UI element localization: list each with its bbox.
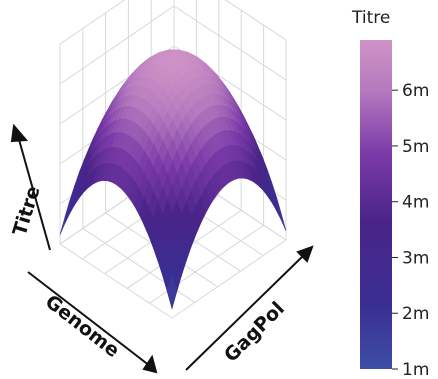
grid-line	[224, 0, 287, 41]
grid-line	[59, 243, 173, 319]
colorbar-tick-label: 1m	[402, 360, 429, 379]
colorbar-tick-label: 6m	[402, 81, 429, 101]
colorbar-tick-label: 4m	[402, 193, 429, 213]
x-arrow-head	[142, 354, 158, 374]
y-axis-title: GagPol	[220, 298, 289, 367]
y-arrow-head	[296, 245, 314, 263]
surface-patch	[166, 273, 178, 310]
z-arrow-head	[10, 123, 29, 143]
grid-line	[173, 5, 287, 81]
grid-line	[59, 5, 175, 85]
colorbar-title: Titre	[351, 8, 390, 28]
colorbar-ticks: 1m 2m 3m 4m 5m 6m	[392, 81, 429, 379]
x-axis-arrow	[27, 271, 151, 367]
axis-arrows	[10, 123, 314, 374]
colorbar-tick-label: 2m	[402, 304, 429, 324]
z-axis-arrow	[17, 135, 51, 251]
y-axis-arrow	[185, 253, 306, 371]
x-axis-title: Genome	[41, 291, 124, 362]
grid-line	[59, 0, 126, 45]
surface-mesh	[59, 49, 287, 310]
colorbar	[360, 40, 392, 369]
colorbar-tick-label: 5m	[402, 137, 429, 157]
colorbar-tick-label: 3m	[402, 248, 429, 268]
grid-line	[171, 239, 287, 319]
